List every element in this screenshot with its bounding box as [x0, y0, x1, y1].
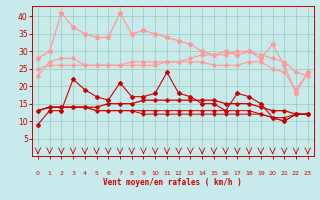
X-axis label: Vent moyen/en rafales ( km/h ): Vent moyen/en rafales ( km/h ) [103, 178, 242, 187]
